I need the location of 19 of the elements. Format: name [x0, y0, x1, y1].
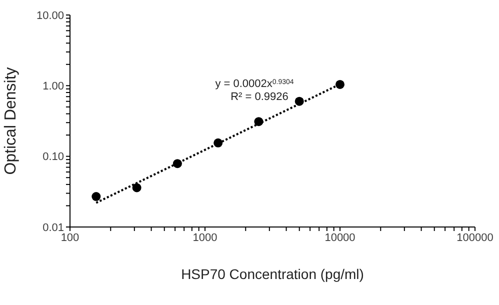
x-tick-label: 100000: [456, 232, 494, 244]
y-axis-title: Optical Density: [2, 67, 20, 175]
annotation: y = 0.0002x$^{0.9304}$: [215, 78, 294, 90]
x-tick-label: 10000: [324, 232, 356, 244]
point: [92, 192, 101, 202]
y-tick-label: 0.01: [42, 222, 64, 234]
x-axis-title: HSP70 Concentration (pg/ml): [181, 266, 364, 282]
point: [214, 138, 223, 148]
y-tick-label: 0.10: [42, 151, 64, 164]
point: [294, 96, 304, 106]
point: [132, 183, 142, 192]
annotation: R² = 0.9926: [230, 91, 288, 103]
point: [172, 159, 182, 168]
x-tick-label: 1000: [192, 232, 218, 244]
point: [336, 80, 344, 89]
x-tick-label: 100: [60, 232, 80, 244]
y-tick-label: 1.00: [42, 80, 64, 93]
y-tick-label: 10.00: [36, 10, 64, 22]
point: [254, 117, 264, 126]
